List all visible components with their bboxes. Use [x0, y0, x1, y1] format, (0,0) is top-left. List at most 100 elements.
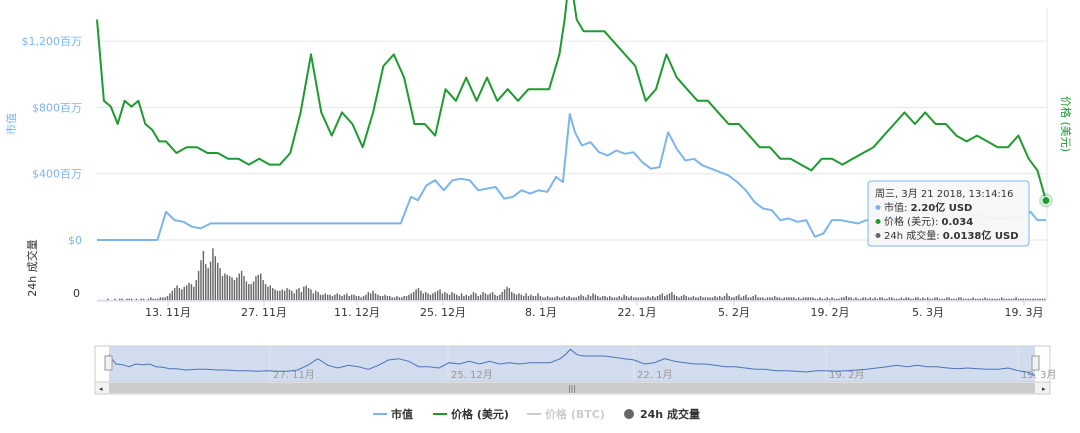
volume-bar	[126, 298, 128, 300]
volume-bar	[279, 290, 281, 300]
volume-bar	[338, 294, 341, 300]
volume-bar	[219, 268, 221, 300]
volume-bar	[169, 293, 171, 300]
volume-bar	[860, 298, 862, 300]
volume-bar	[436, 290, 439, 300]
volume-bar	[871, 298, 874, 300]
volume-bar	[205, 264, 207, 300]
volume-bar	[329, 294, 331, 300]
volume-bar	[659, 294, 661, 300]
volume-bar	[293, 293, 295, 300]
volume-bar	[623, 294, 625, 300]
scroll-right-arrow-icon[interactable]: ▸	[1042, 385, 1046, 393]
volume-bar	[157, 298, 159, 300]
volume-bars	[107, 248, 1046, 300]
volume-bar	[759, 297, 762, 300]
y-axis-left: $0 $400百万 $800百万 $1,200百万	[22, 35, 83, 247]
volume-bar	[408, 294, 410, 300]
legend-item[interactable]: 市值	[373, 407, 413, 421]
volume-bar	[900, 297, 903, 300]
navigator[interactable]: 27. 11月 25. 12月 22. 1月 19. 2月 19. 3月 ||| ◂ ▸	[94, 345, 1056, 395]
volume-bar	[1001, 297, 1003, 300]
legend-item[interactable]: 价格 (BTC)	[527, 407, 605, 421]
volume-bar	[255, 276, 257, 300]
volume-bar	[707, 297, 709, 300]
navigator-handle-right[interactable]	[1031, 355, 1040, 371]
volume-bar	[417, 288, 420, 300]
volume-bar	[463, 296, 465, 300]
scroll-left-arrow-icon[interactable]: ◂	[99, 385, 103, 393]
volume-bar	[491, 292, 494, 300]
legend-label: 24h 成交量	[640, 407, 700, 421]
volume-bar	[797, 297, 800, 300]
volume-bar	[814, 298, 817, 300]
volume-bar	[396, 296, 398, 300]
volume-bar	[673, 294, 676, 300]
volume-bar	[286, 288, 288, 300]
volume-bar	[809, 297, 812, 300]
volume-bar	[826, 297, 828, 300]
x-tick-label: 8. 1月	[525, 306, 557, 319]
volume-bar	[537, 293, 539, 300]
scrollbar-thumb[interactable]	[109, 383, 1035, 393]
volume-bar	[173, 288, 176, 300]
volume-bar	[728, 296, 730, 300]
volume-bar	[991, 298, 993, 300]
volume-bar	[750, 297, 752, 300]
volume-bar	[788, 297, 790, 300]
y-axis-left-title: 市值	[4, 113, 18, 135]
volume-bar	[264, 284, 267, 300]
volume-bar	[735, 296, 738, 300]
volume-bar	[367, 292, 370, 300]
volume-bar	[472, 292, 475, 300]
legend-item[interactable]: 24h 成交量	[624, 407, 700, 421]
volume-bar	[656, 296, 659, 300]
volume-bar	[582, 296, 585, 300]
volume-bar	[903, 298, 905, 300]
volume-bar	[969, 298, 972, 300]
volume-bar	[666, 294, 668, 300]
volume-bar	[530, 294, 532, 300]
legend[interactable]: 市值 价格 (美元) 价格 (BTC) 24h 成交量	[373, 407, 700, 421]
legend-label: 价格 (BTC)	[545, 407, 605, 421]
volume-bar	[496, 296, 499, 300]
volume-bar	[245, 281, 248, 300]
volume-bar	[793, 297, 795, 300]
volume-bar	[678, 297, 680, 300]
volume-bar	[577, 296, 580, 300]
tooltip-bullet-icon	[875, 233, 881, 238]
volume-bar	[685, 296, 687, 300]
volume-bar	[924, 298, 927, 300]
volume-bar	[422, 293, 425, 300]
volume-bar	[181, 289, 183, 300]
volume-bar	[305, 285, 307, 300]
volume-bar	[936, 297, 938, 300]
volume-bar	[353, 294, 355, 300]
volume-bar	[358, 296, 360, 300]
volume-bar	[114, 298, 116, 300]
gridlines	[97, 8, 1048, 301]
volume-bar	[762, 297, 764, 300]
volume-bar	[941, 298, 943, 300]
volume-bar	[410, 293, 413, 300]
volume-bar	[121, 298, 123, 300]
volume-bar	[470, 294, 472, 300]
navigator-handle-left[interactable]	[104, 355, 113, 371]
volume-bar	[525, 293, 527, 300]
volume-bar	[738, 294, 740, 300]
legend-item[interactable]: 价格 (美元)	[433, 407, 509, 421]
volume-bar	[178, 288, 181, 300]
volume-bar	[996, 298, 998, 300]
volume-bar	[171, 290, 174, 300]
volume-bar	[876, 298, 879, 300]
volume-bar	[415, 289, 417, 300]
volume-bar	[690, 297, 692, 300]
volume-bar	[386, 296, 389, 300]
volume-bar	[1044, 298, 1046, 300]
volume-bar	[977, 298, 979, 300]
volume-bar	[200, 260, 202, 300]
volume-bar	[575, 297, 577, 300]
volume-bar	[420, 290, 422, 300]
volume-tick-label: 0	[73, 287, 80, 300]
